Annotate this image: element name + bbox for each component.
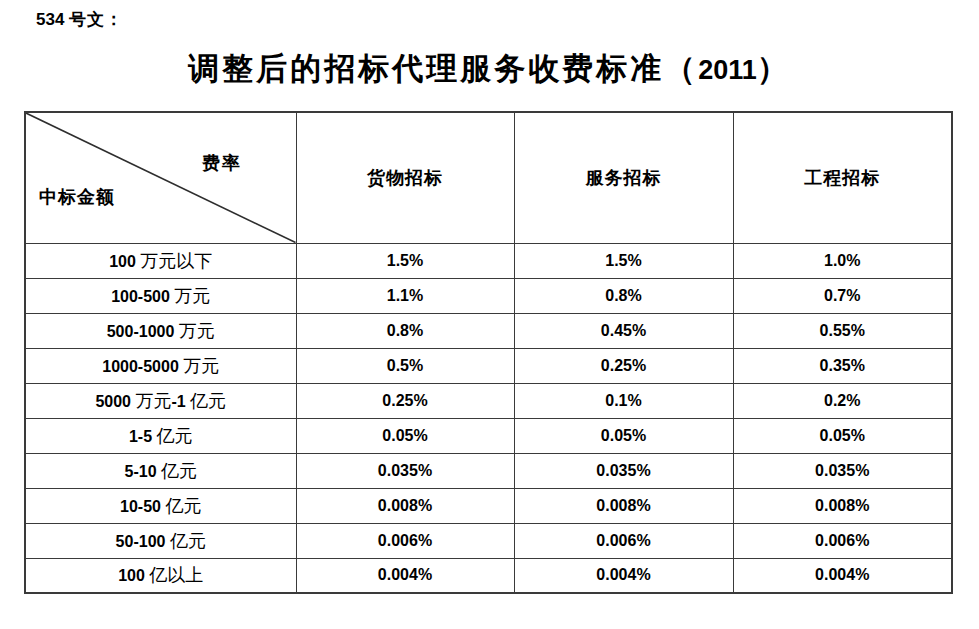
table-row: 500-1000 万元0.8%0.45%0.55% [25, 313, 952, 348]
rate-cell: 0.8% [514, 278, 733, 313]
rate-cell: 0.05% [733, 418, 952, 453]
fee-table: 费率 中标金额 货物招标 服务招标 工程招标 100 万元以下1.5%1.5%1… [24, 111, 953, 594]
rate-cell: 0.006% [733, 523, 952, 558]
table-row: 100 亿以上0.004%0.004%0.004% [25, 558, 952, 593]
rate-cell: 0.008% [733, 488, 952, 523]
rate-cell: 0.006% [514, 523, 733, 558]
corner-cell: 费率 中标金额 [25, 112, 296, 243]
row-label: 5000 万元-1 亿元 [25, 383, 296, 418]
rate-cell: 1.1% [296, 278, 514, 313]
rate-cell: 0.008% [514, 488, 733, 523]
table-row: 100 万元以下1.5%1.5%1.0% [25, 243, 952, 278]
column-header-engineering-bidding: 工程招标 [733, 112, 952, 243]
corner-label-rate: 费率 [202, 151, 242, 175]
table-body: 100 万元以下1.5%1.5%1.0%100-500 万元1.1%0.8%0.… [25, 243, 952, 593]
table-row: 50-100 亿元0.006%0.006%0.006% [25, 523, 952, 558]
row-label: 5-10 亿元 [25, 453, 296, 488]
row-label: 500-1000 万元 [25, 313, 296, 348]
table-row: 1000-5000 万元0.5%0.25%0.35% [25, 348, 952, 383]
rate-cell: 0.7% [733, 278, 952, 313]
rate-cell: 0.05% [296, 418, 514, 453]
rate-cell: 0.008% [296, 488, 514, 523]
rate-cell: 0.006% [296, 523, 514, 558]
rate-cell: 0.35% [733, 348, 952, 383]
rate-cell: 0.004% [514, 558, 733, 593]
rate-cell: 1.5% [296, 243, 514, 278]
rate-cell: 0.5% [296, 348, 514, 383]
rate-cell: 0.004% [296, 558, 514, 593]
rate-cell: 0.25% [514, 348, 733, 383]
doc-number: 534 号文： [36, 8, 123, 31]
table-row: 5-10 亿元0.035%0.035%0.035% [25, 453, 952, 488]
rate-cell: 0.05% [514, 418, 733, 453]
rate-cell: 0.035% [514, 453, 733, 488]
row-label: 100 万元以下 [25, 243, 296, 278]
row-label: 1000-5000 万元 [25, 348, 296, 383]
rate-cell: 0.45% [514, 313, 733, 348]
table-row: 1-5 亿元0.05%0.05%0.05% [25, 418, 952, 453]
rate-cell: 0.2% [733, 383, 952, 418]
table-row: 10-50 亿元0.008%0.008%0.008% [25, 488, 952, 523]
rate-cell: 0.55% [733, 313, 952, 348]
table-row: 5000 万元-1 亿元0.25%0.1%0.2% [25, 383, 952, 418]
rate-cell: 0.1% [514, 383, 733, 418]
row-label: 100-500 万元 [25, 278, 296, 313]
row-label: 50-100 亿元 [25, 523, 296, 558]
rate-cell: 1.5% [514, 243, 733, 278]
diagonal-divider-line [26, 113, 296, 243]
row-label: 100 亿以上 [25, 558, 296, 593]
table-row: 100-500 万元1.1%0.8%0.7% [25, 278, 952, 313]
rate-cell: 0.004% [733, 558, 952, 593]
column-header-service-bidding: 服务招标 [514, 112, 733, 243]
rate-cell: 0.035% [733, 453, 952, 488]
rate-cell: 1.0% [733, 243, 952, 278]
corner-label-amount: 中标金额 [39, 185, 115, 209]
header-row: 费率 中标金额 货物招标 服务招标 工程招标 [25, 112, 952, 243]
row-label: 10-50 亿元 [25, 488, 296, 523]
rate-cell: 0.8% [296, 313, 514, 348]
page-title: 调整后的招标代理服务收费标准（2011） [0, 48, 979, 90]
document-page: { "page": { "doc_number": "534 号文：", "ti… [0, 0, 979, 629]
row-label: 1-5 亿元 [25, 418, 296, 453]
column-header-goods-bidding: 货物招标 [296, 112, 514, 243]
rate-cell: 0.25% [296, 383, 514, 418]
rate-cell: 0.035% [296, 453, 514, 488]
